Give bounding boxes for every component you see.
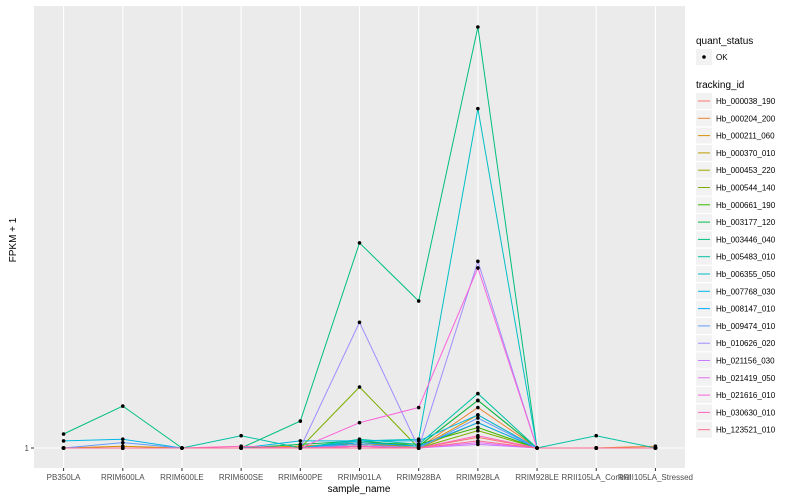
data-point	[476, 259, 480, 264]
data-point	[653, 446, 658, 450]
legend-series-label: Hb_021156_030	[716, 357, 775, 366]
data-point	[298, 442, 303, 447]
legend-series-label: Hb_000038_190	[716, 97, 776, 106]
legend-status-title: quant_status	[696, 36, 753, 47]
legend-series-label: Hb_005483_010	[716, 253, 776, 262]
legend-series-label: Hb_123521_010	[716, 426, 776, 435]
legend-series-label: Hb_021616_010	[716, 391, 776, 400]
legend-status-label: OK	[716, 53, 728, 62]
data-point	[120, 440, 125, 445]
data-point	[476, 425, 480, 430]
data-point	[476, 266, 480, 270]
x-axis-ticks: PB350LA RRIM600LA RRIM600LE RRIM600SE RRIM60…	[47, 468, 693, 482]
data-point	[61, 432, 66, 436]
y-tick-label: 1	[25, 444, 30, 453]
legend-series-label: Hb_000453_220	[716, 166, 776, 175]
data-point	[594, 446, 599, 450]
x-tick-label: RRII105LA_Control	[562, 473, 632, 482]
x-axis-label: sample_name	[328, 484, 391, 495]
data-point	[416, 405, 421, 410]
legend-series-label: Hb_021419_050	[716, 374, 776, 383]
data-point	[357, 241, 362, 245]
legend-series-label: Hb_000661_190	[716, 201, 776, 210]
data-point	[61, 439, 66, 443]
data-point	[120, 404, 125, 408]
data-point	[357, 420, 362, 425]
data-point	[357, 446, 362, 450]
data-points	[61, 25, 658, 450]
data-point	[476, 405, 480, 410]
grid-lines	[34, 6, 685, 468]
data-point	[476, 439, 480, 443]
data-point	[357, 320, 362, 325]
legend-series-label: Hb_000204_200	[716, 114, 776, 123]
data-point	[416, 299, 421, 303]
data-point	[476, 398, 480, 403]
y-axis-label: FPKM + 1	[8, 217, 19, 262]
x-tick-label: RRIM600LE	[160, 473, 204, 482]
legend-point-icon	[702, 55, 706, 59]
data-point	[61, 446, 66, 450]
data-point	[594, 433, 599, 438]
data-point	[239, 433, 243, 438]
data-point	[476, 25, 480, 29]
x-tick-label: PB350LA	[47, 473, 81, 482]
data-point	[298, 446, 303, 450]
data-point	[476, 420, 480, 425]
data-point	[476, 416, 480, 420]
legend-series-label: Hb_009474_010	[716, 322, 776, 331]
data-point	[298, 419, 303, 423]
data-point	[476, 106, 480, 111]
legend-series-label: Hb_003177_120	[716, 218, 776, 227]
legend-series-title: tracking_id	[696, 80, 744, 91]
legend-series-label: Hb_030630_010	[716, 408, 776, 417]
legend-series-label: Hb_007768_030	[716, 287, 776, 296]
data-point	[476, 428, 480, 433]
data-point	[239, 446, 243, 450]
data-point	[357, 385, 362, 389]
x-tick-label: RRIM928LA	[456, 473, 500, 482]
y-axis-ticks: 1	[25, 444, 34, 453]
x-tick-label: RRIM928LE	[515, 473, 559, 482]
x-tick-label: RRIM600PE	[278, 473, 322, 482]
x-tick-label: RRIM600SE	[219, 473, 263, 482]
legend-series-label: Hb_000370_010	[716, 149, 776, 158]
legend-series-label: Hb_000211_060	[716, 132, 775, 141]
legend: quant_status tracking_id OK Hb_000038_19…	[696, 36, 776, 438]
data-point	[416, 446, 421, 450]
x-tick-label: RRII105LA_Stressed	[618, 473, 693, 482]
data-point	[476, 391, 480, 396]
data-point	[298, 439, 303, 443]
data-point	[120, 437, 125, 441]
data-point	[476, 433, 480, 438]
data-point	[535, 446, 539, 450]
legend-series-label: Hb_006355_050	[716, 270, 776, 279]
legend-series-label: Hb_008147_010	[716, 305, 776, 314]
data-point	[416, 439, 421, 443]
x-tick-label: RRIM928BA	[396, 473, 441, 482]
legend-series-label: Hb_000544_140	[716, 184, 776, 193]
data-point	[180, 446, 184, 450]
data-point	[476, 413, 480, 417]
x-tick-label: RRIM901LA	[338, 473, 382, 482]
data-point	[120, 446, 125, 450]
legend-series-label: Hb_003446_040	[716, 235, 776, 244]
legend-series-label: Hb_010626_020	[716, 339, 776, 348]
x-tick-label: RRIM600LA	[101, 473, 145, 482]
